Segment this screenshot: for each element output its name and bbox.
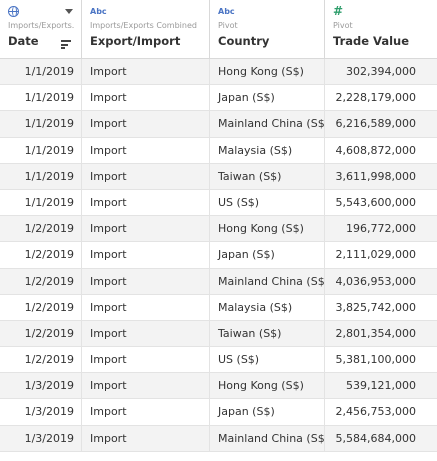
hash-icon[interactable]: # [333, 4, 344, 18]
date-cell[interactable]: 1/2/2019 [0, 294, 82, 320]
trade-value-cell[interactable]: 3,611,998,000 [335, 169, 416, 183]
trade-value-cell[interactable]: 196,772,000 [346, 222, 416, 236]
date-cell[interactable]: 1/2/2019 [0, 242, 82, 268]
trade-value-cell[interactable]: 2,111,029,000 [335, 248, 416, 262]
column-title: Export/Import [90, 34, 181, 48]
country-cell[interactable]: Mainland China (S$) [210, 268, 325, 294]
date-cell[interactable]: 1/3/2019 [0, 425, 82, 451]
export-import-cell[interactable]: Import [82, 163, 210, 189]
date-cell[interactable]: 1/2/2019 [0, 268, 82, 294]
table-row[interactable]: 1/1/2019 Import Mainland China (S$) 6,21… [0, 111, 437, 138]
table-row[interactable]: 1/2/2019 Import Mainland China (S$) 4,03… [0, 268, 437, 295]
trade-value-cell[interactable]: 539,121,000 [346, 379, 416, 393]
trade-value-cell[interactable]: 2,456,753,000 [335, 405, 416, 419]
country-cell[interactable]: Japan (S$) [210, 242, 325, 268]
country-cell[interactable]: Mainland China (S$) [210, 111, 325, 137]
column-title: Trade Value [333, 34, 410, 48]
export-import-cell[interactable]: Import [82, 399, 210, 425]
trade-value-cell[interactable]: 4,608,872,000 [335, 143, 416, 157]
trade-value-cell[interactable]: 5,381,100,000 [335, 353, 416, 367]
table-row[interactable]: 1/2/2019 Import Taiwan (S$) 2,801,354,00… [0, 320, 437, 348]
date-cell[interactable]: 1/2/2019 [0, 320, 82, 347]
column-title: Country [218, 34, 270, 48]
grid-body: 1/1/2019 Import Hong Kong (S$) 302,394,0… [0, 59, 437, 452]
trade-value-cell[interactable]: 6,216,589,000 [335, 117, 416, 131]
date-cell[interactable]: 1/1/2019 [0, 59, 82, 85]
country-cell[interactable]: Mainland China (S$) [210, 425, 325, 451]
trade-value-cell[interactable]: 2,801,354,000 [335, 326, 416, 340]
column-source: Imports/Exports... [8, 21, 75, 30]
date-cell[interactable]: 1/3/2019 [0, 399, 82, 425]
string-type-icon[interactable]: Abc [218, 7, 235, 16]
export-import-cell[interactable]: Import [82, 373, 210, 399]
sort-icon[interactable] [61, 40, 71, 49]
column-header-country[interactable]: Abc Pivot Country [210, 0, 325, 58]
table-row[interactable]: 1/1/2019 Import Taiwan (S$) 3,611,998,00… [0, 163, 437, 190]
table-row[interactable]: 1/3/2019 Import Hong Kong (S$) 539,121,0… [0, 373, 437, 400]
export-import-cell[interactable]: Import [82, 242, 210, 268]
country-cell[interactable]: Japan (S$) [210, 399, 325, 425]
dropdown-caret-icon[interactable] [65, 9, 73, 14]
export-import-cell[interactable]: Import [82, 347, 210, 373]
country-cell[interactable]: Malaysia (S$) [210, 137, 325, 163]
trade-value-cell[interactable]: 2,228,179,000 [335, 91, 416, 105]
trade-value-cell[interactable]: 5,543,600,000 [335, 195, 416, 209]
date-cell[interactable]: 1/2/2019 [0, 347, 82, 373]
country-cell[interactable]: Hong Kong (S$) [210, 59, 325, 85]
export-import-cell[interactable]: Import [82, 85, 210, 111]
export-import-cell[interactable]: Import [82, 216, 210, 242]
date-cell[interactable]: 1/1/2019 [0, 189, 82, 216]
export-import-cell[interactable]: Import [82, 189, 210, 216]
date-cell[interactable]: 1/3/2019 [0, 373, 82, 399]
table-row[interactable]: 1/3/2019 Import Japan (S$) 2,456,753,000 [0, 399, 437, 426]
table-row[interactable]: 1/2/2019 Import Hong Kong (S$) 196,772,0… [0, 216, 437, 243]
column-source: Pivot [333, 21, 353, 30]
column-source: Pivot [218, 21, 238, 30]
country-cell[interactable]: US (S$) [210, 347, 325, 373]
date-cell[interactable]: 1/1/2019 [0, 137, 82, 163]
trade-value-cell[interactable]: 4,036,953,000 [335, 274, 416, 288]
export-import-cell[interactable]: Import [82, 425, 210, 451]
export-import-cell[interactable]: Import [82, 137, 210, 163]
column-title: Date [8, 34, 39, 48]
export-import-cell[interactable]: Import [82, 320, 210, 347]
date-cell[interactable]: 1/1/2019 [0, 163, 82, 189]
country-cell[interactable]: US (S$) [210, 189, 325, 216]
trade-value-cell[interactable]: 5,584,684,000 [335, 431, 416, 445]
table-row[interactable]: 1/2/2019 Import Japan (S$) 2,111,029,000 [0, 242, 437, 269]
table-row[interactable]: 1/2/2019 Import US (S$) 5,381,100,000 [0, 347, 437, 374]
export-import-cell[interactable]: Import [82, 268, 210, 294]
country-cell[interactable]: Japan (S$) [210, 85, 325, 111]
country-cell[interactable]: Hong Kong (S$) [210, 216, 325, 242]
table-row[interactable]: 1/1/2019 Import US (S$) 5,543,600,000 [0, 189, 437, 217]
country-cell[interactable]: Taiwan (S$) [210, 163, 325, 189]
country-cell[interactable]: Taiwan (S$) [210, 320, 325, 347]
string-type-icon[interactable]: Abc [90, 7, 107, 16]
country-cell[interactable]: Malaysia (S$) [210, 294, 325, 320]
date-cell[interactable]: 1/1/2019 [0, 111, 82, 137]
table-row[interactable]: 1/1/2019 Import Malaysia (S$) 4,608,872,… [0, 137, 437, 164]
table-row[interactable]: 1/1/2019 Import Hong Kong (S$) 302,394,0… [0, 59, 437, 86]
export-import-cell[interactable]: Import [82, 59, 210, 85]
table-row[interactable]: 1/2/2019 Import Malaysia (S$) 3,825,742,… [0, 294, 437, 321]
export-import-cell[interactable]: Import [82, 294, 210, 320]
grid-header: Imports/Exports... Date Abc Imports/Expo… [0, 0, 437, 59]
table-row[interactable]: 1/1/2019 Import Japan (S$) 2,228,179,000 [0, 85, 437, 112]
date-cell[interactable]: 1/2/2019 [0, 216, 82, 242]
date-cell[interactable]: 1/1/2019 [0, 85, 82, 111]
trade-value-cell[interactable]: 302,394,000 [346, 65, 416, 78]
country-cell[interactable]: Hong Kong (S$) [210, 373, 325, 399]
globe-icon[interactable] [8, 5, 75, 18]
column-header-date[interactable]: Imports/Exports... Date [0, 0, 82, 58]
trade-value-cell[interactable]: 3,825,742,000 [335, 300, 416, 314]
column-source: Imports/Exports Combined [90, 21, 197, 30]
column-header-export-import[interactable]: Abc Imports/Exports Combined Export/Impo… [82, 0, 210, 58]
table-row[interactable]: 1/3/2019 Import Mainland China (S$) 5,58… [0, 425, 437, 452]
export-import-cell[interactable]: Import [82, 111, 210, 137]
column-header-trade-value[interactable]: # Pivot Trade Value [325, 0, 426, 58]
